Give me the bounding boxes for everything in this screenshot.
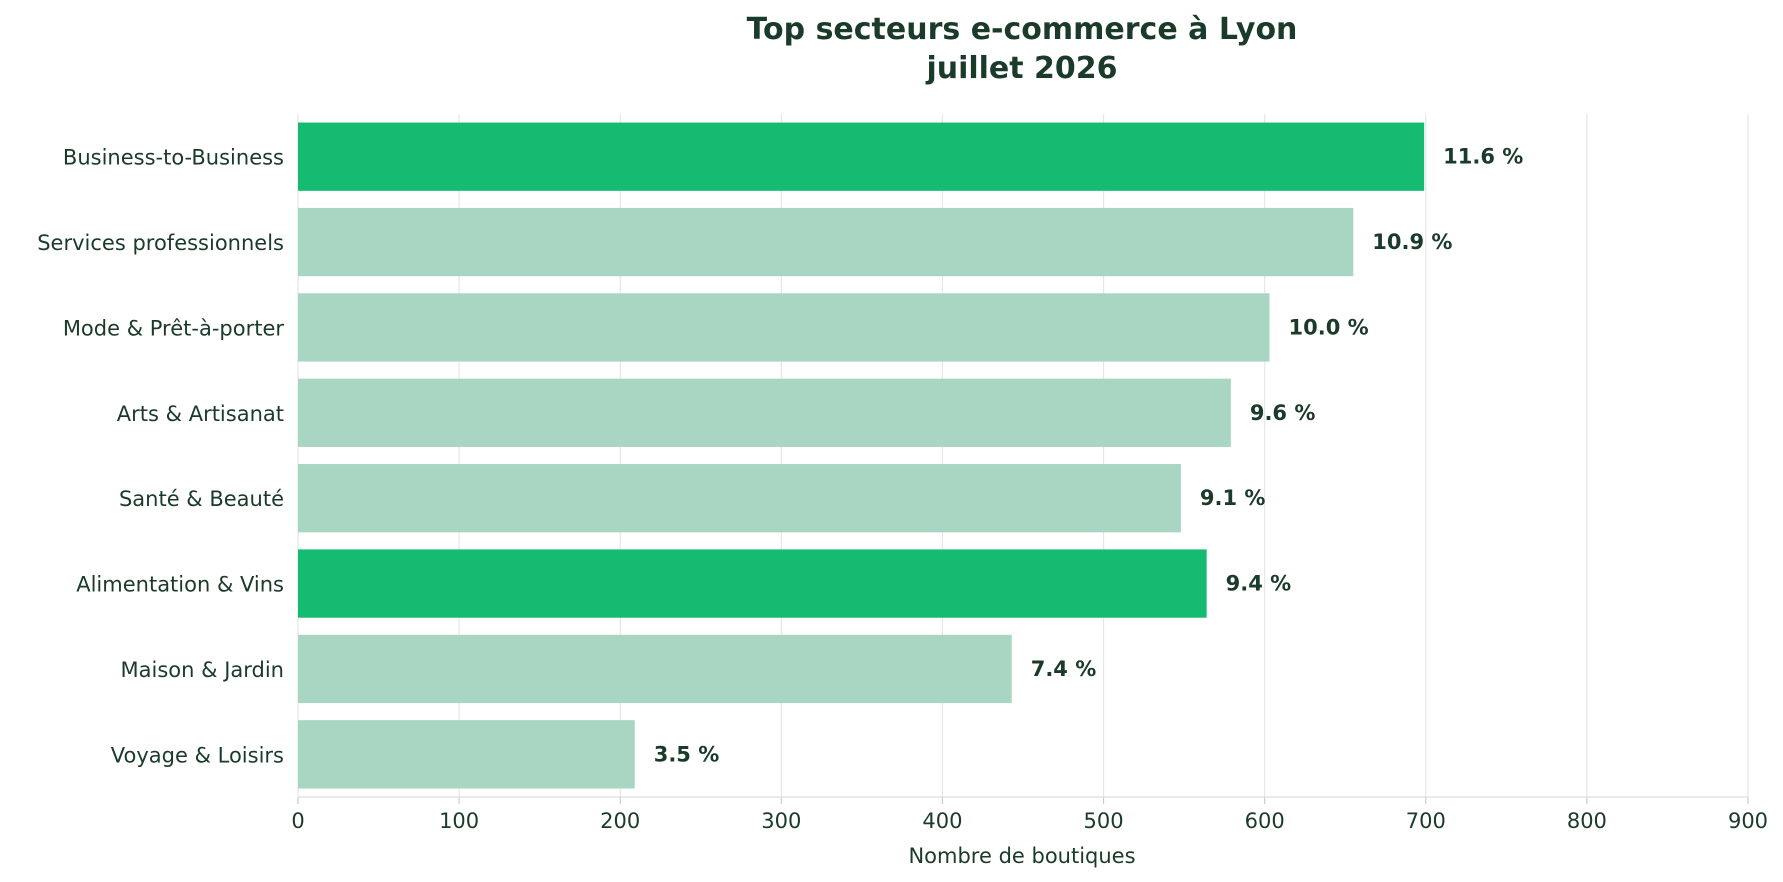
data-label: 3.5 % [654, 742, 720, 766]
bar [298, 378, 1231, 447]
x-tick-label: 800 [1567, 809, 1607, 833]
data-label: 9.1 % [1200, 486, 1266, 510]
bar [298, 122, 1425, 191]
data-label: 10.0 % [1289, 315, 1369, 339]
category-label: Santé & Beauté [119, 487, 284, 511]
data-label: 11.6 % [1443, 145, 1523, 169]
bar [298, 293, 1270, 362]
category-label: Arts & Artisanat [117, 402, 284, 426]
data-label: 9.6 % [1250, 401, 1316, 425]
bar [298, 720, 635, 789]
x-tick-label: 200 [600, 809, 640, 833]
x-tick-label: 300 [761, 809, 801, 833]
bar [298, 634, 1012, 704]
data-label: 9.4 % [1226, 572, 1292, 596]
data-label: 7.4 % [1031, 657, 1097, 681]
x-tick-label: 100 [439, 809, 479, 833]
x-tick-label: 400 [922, 809, 962, 833]
bar-layer [298, 122, 1425, 789]
bar [298, 464, 1181, 533]
x-tick-label: 600 [1245, 809, 1285, 833]
x-tick-label: 0 [291, 809, 304, 833]
x-tick-label: 900 [1728, 809, 1768, 833]
category-label: Maison & Jardin [121, 658, 284, 682]
data-label: 10.9 % [1372, 230, 1452, 254]
category-label: Business-to-Business [63, 146, 284, 170]
bar [298, 207, 1354, 277]
chart-title: Top secteurs e-commerce à Lyon [747, 12, 1298, 47]
bar [298, 549, 1207, 618]
x-tick-label: 700 [1406, 809, 1446, 833]
category-label: Services professionnels [37, 231, 284, 255]
x-tick-label: 500 [1084, 809, 1124, 833]
category-label: Voyage & Loisirs [111, 743, 284, 767]
category-label: Alimentation & Vins [76, 573, 284, 597]
category-label: Mode & Prêt-à-porter [63, 316, 285, 340]
label-layer: 0 100 200 300 400 500 600 700 800 900 Business-to-… [37, 145, 1768, 833]
x-axis-label: Nombre de boutiques [908, 844, 1135, 868]
chart-subtitle: juillet 2026 [925, 51, 1117, 86]
